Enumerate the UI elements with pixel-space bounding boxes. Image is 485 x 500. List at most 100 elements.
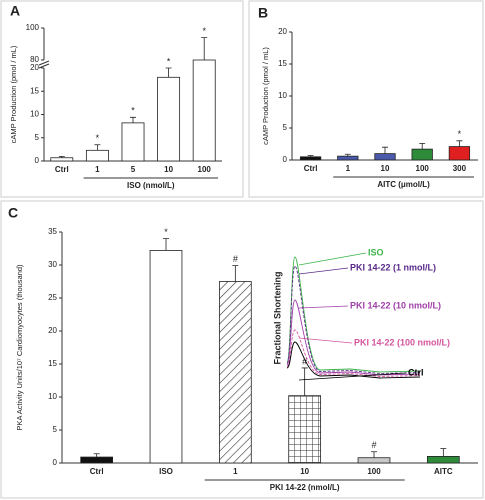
bar [218, 281, 252, 464]
x-axis-label: AITC (μmol/L) [377, 180, 430, 189]
x-tick-label: Ctrl [55, 165, 69, 174]
error-bar [456, 140, 463, 147]
error-bar [130, 116, 136, 123]
y-tick-label: 0 [283, 155, 288, 164]
y-tick-label: 20 [278, 27, 287, 36]
bar [85, 149, 109, 162]
inset-label: ISO [368, 247, 384, 257]
error-bar [382, 146, 388, 154]
inset-y-label: Fractional Shortening [272, 271, 282, 364]
inset-label: PKI 14-22 (1 nmol/L) [350, 262, 436, 272]
panel-label: A [10, 3, 20, 19]
x-axis-label: ISO (nmol/L) [127, 181, 175, 190]
y-tick-label: 0 [53, 458, 58, 467]
y-tick-label: 0 [35, 156, 40, 165]
x-tick-label: 1 [233, 467, 238, 476]
y-tick-label: 10 [278, 91, 287, 100]
bar [448, 146, 471, 161]
bar [374, 153, 396, 161]
significance-mark: # [302, 356, 307, 366]
panel-frame [0, 0, 244, 198]
y-tick-label: 10 [30, 110, 39, 119]
significance-mark: * [458, 129, 462, 139]
leader-line [298, 337, 353, 344]
y-tick-label: 5 [283, 123, 288, 132]
significance-mark: * [96, 133, 100, 143]
x-tick-label: ISO [159, 467, 173, 476]
significance-mark: * [167, 56, 171, 66]
panel-label: C [8, 205, 18, 221]
y-tick-label: 5 [53, 425, 58, 434]
leader-line [298, 372, 407, 381]
bar [357, 457, 391, 464]
significance-mark: # [233, 254, 238, 264]
inset-trace [286, 256, 421, 373]
x-axis-label: PKI 14-22 (nmol/L) [270, 483, 340, 492]
error-bar [93, 453, 100, 458]
x-tick-label: 100 [367, 467, 381, 476]
bar [192, 59, 216, 162]
significance-mark: * [164, 227, 168, 237]
x-tick-label: 10 [381, 164, 390, 173]
x-tick-label: 1 [346, 164, 351, 173]
error-bar [165, 67, 172, 78]
x-tick-label: 10 [300, 467, 309, 476]
bar [149, 250, 183, 464]
y-tick-label: 20 [48, 326, 57, 335]
inset-trace [286, 299, 421, 376]
error-bar [301, 367, 308, 396]
error-bar [163, 238, 169, 251]
axis-break [38, 60, 50, 69]
y-tick-label: 80 [30, 55, 39, 64]
x-tick-label: 5 [131, 165, 136, 174]
error-bar [94, 144, 101, 151]
error-bar [58, 155, 65, 158]
y-tick-label: 30 [48, 260, 57, 269]
inset-trace [286, 265, 421, 374]
leader-line [298, 252, 367, 266]
leader-line [298, 305, 349, 309]
y-axis-label: cAMP Production (pmol / mL) [9, 45, 18, 143]
significance-mark: * [202, 26, 206, 36]
y-tick-label: 15 [278, 59, 287, 68]
y-tick-label: 25 [48, 293, 57, 302]
inset-label: PKI 14-22 (10 nmol/L) [350, 300, 441, 310]
y-tick-label: 100 [26, 23, 40, 32]
inset-trace [286, 341, 421, 379]
x-tick-label: AITC [434, 467, 453, 476]
bar [288, 395, 322, 464]
x-tick-label: 100 [416, 164, 430, 173]
y-tick-label: 5 [35, 133, 40, 142]
panel-label: B [258, 5, 268, 21]
inset-trace [286, 329, 421, 377]
x-tick-label: Ctrl [90, 467, 104, 476]
inset-label: PKI 14-22 (100 nmol/L) [354, 337, 450, 347]
bar [299, 156, 322, 161]
error-bar [371, 451, 377, 458]
y-tick-label: 35 [48, 227, 57, 236]
bar [121, 122, 145, 162]
error-bar [201, 37, 208, 60]
error-bar [344, 153, 351, 157]
bar [337, 155, 359, 161]
y-tick-label: 15 [48, 359, 57, 368]
y-axis-label: PKA Activity Units/10⁷ Cardiomyocytes (t… [15, 264, 24, 431]
significance-mark: * [131, 106, 135, 116]
bar [50, 157, 74, 162]
panel-frame [0, 200, 484, 499]
error-bar [307, 155, 314, 157]
inset-label: Ctrl [408, 367, 424, 377]
y-tick-label: 10 [48, 392, 57, 401]
bar [80, 456, 114, 464]
error-bar [440, 448, 447, 457]
bar [411, 148, 433, 161]
leader-line [298, 267, 349, 275]
x-tick-label: 100 [198, 165, 212, 174]
x-tick-label: 10 [164, 165, 173, 174]
y-tick-label: 15 [30, 86, 39, 95]
error-bar [232, 265, 239, 282]
bar [426, 455, 460, 464]
significance-mark: # [371, 440, 376, 450]
x-tick-label: Ctrl [304, 164, 318, 173]
